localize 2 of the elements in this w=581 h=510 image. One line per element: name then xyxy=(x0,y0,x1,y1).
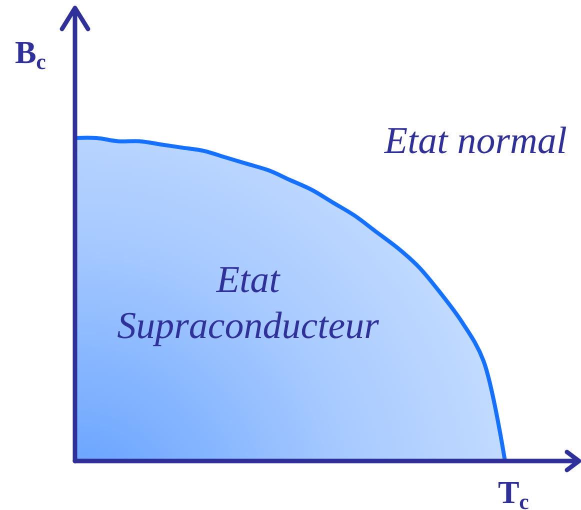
annotation: Etat Supraconducteur xyxy=(117,259,380,347)
annotation: Etat normal xyxy=(383,120,567,162)
